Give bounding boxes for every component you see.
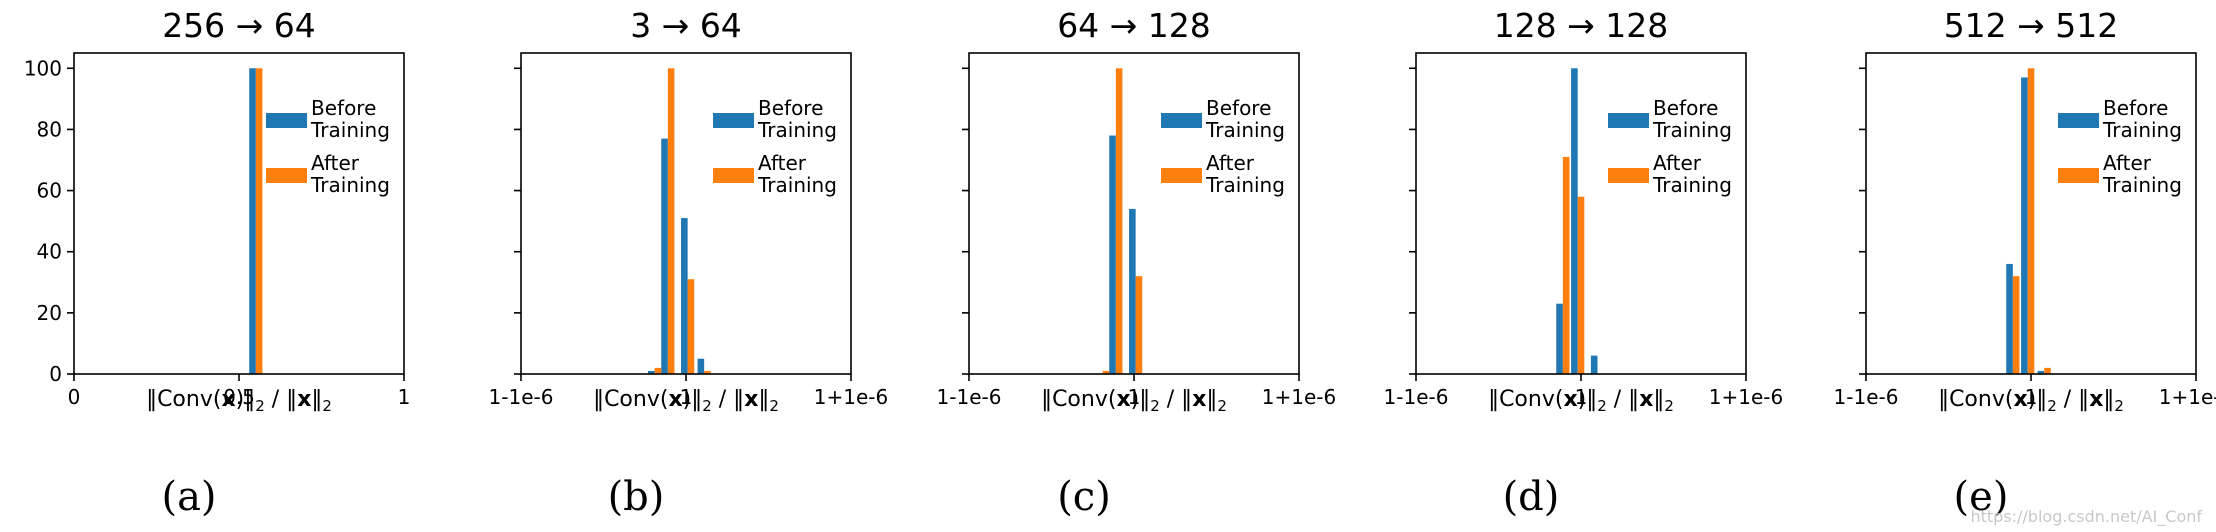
y-tick-label: 40 bbox=[37, 240, 62, 264]
y-tick-label: 0 bbox=[49, 362, 62, 386]
chart-title: 3 → 64 bbox=[630, 6, 742, 45]
bar-after bbox=[2012, 276, 2020, 374]
x-tick-label: 1+1e-6 bbox=[1262, 385, 1336, 409]
x-tick-label: 0 bbox=[68, 385, 81, 409]
bar-before bbox=[249, 68, 256, 375]
x-tick-label: 1+1e-6 bbox=[1709, 385, 1783, 409]
bar-after bbox=[1577, 196, 1585, 374]
x-axis-label: ‖Conv(x)‖2 / ‖x‖2 bbox=[1488, 387, 1674, 415]
legend-label-before: Before Training bbox=[310, 96, 390, 142]
legend-swatch-after bbox=[266, 168, 307, 183]
x-tick-label: 1 bbox=[1575, 385, 1588, 409]
bar-before bbox=[648, 370, 655, 374]
legend-label-before: Before Training bbox=[1652, 96, 1732, 142]
panel-caption: (a) bbox=[161, 474, 216, 520]
x-tick-label: 1 bbox=[680, 385, 693, 409]
y-tick-label: 20 bbox=[37, 301, 62, 325]
legend-swatch-after bbox=[713, 168, 754, 183]
legend-swatch-before bbox=[266, 113, 307, 128]
legend-swatch-before bbox=[1608, 113, 1649, 128]
chart-title: 256 → 64 bbox=[162, 6, 316, 45]
legend-label-after: After Training bbox=[757, 151, 837, 197]
x-axis-label: ‖Conv(x)‖2 / ‖x‖2 bbox=[146, 387, 332, 415]
chart-title: 512 → 512 bbox=[1944, 6, 2119, 45]
bar-after bbox=[1115, 68, 1123, 375]
x-tick-label: 1-1e-6 bbox=[489, 385, 554, 409]
bar-before bbox=[1571, 68, 1578, 375]
bar-before bbox=[1590, 355, 1598, 374]
bar-after bbox=[2027, 68, 2035, 375]
chart-title: 64 → 128 bbox=[1057, 6, 1211, 45]
panel-caption: (c) bbox=[1057, 474, 1111, 520]
legend-label-before: Before Training bbox=[1205, 96, 1285, 142]
y-tick-label: 60 bbox=[37, 179, 62, 203]
x-tick-label: 1-1e-6 bbox=[1384, 385, 1449, 409]
panel-5: 512 → 512 1-1e-6 1 1+1e-6 ‖Conv(x)‖2 / ‖x‖2 B… bbox=[1834, 6, 2216, 520]
bar-after bbox=[1562, 156, 1570, 374]
bar-after bbox=[667, 68, 675, 375]
legend-label-after: After Training bbox=[2102, 151, 2182, 197]
bar-before bbox=[2021, 77, 2028, 374]
legend-label-before: Before Training bbox=[2102, 96, 2182, 142]
legend-label-after: After Training bbox=[1205, 151, 1285, 197]
bar-after bbox=[654, 367, 662, 374]
y-tick-label: 80 bbox=[37, 117, 62, 141]
panel-4: 128 → 128 1-1e-6 1 1+1e-6 ‖Conv(x)‖2 / ‖x‖2 B… bbox=[1384, 6, 1784, 520]
x-tick-label: 1 bbox=[398, 385, 411, 409]
bar-before bbox=[1556, 303, 1563, 374]
legend-label-after: After Training bbox=[310, 151, 390, 197]
x-tick-label: 1 bbox=[1128, 385, 1141, 409]
bar-after bbox=[1102, 370, 1110, 374]
legend-swatch-before bbox=[2058, 113, 2099, 128]
panel-2: 3 → 64 1-1e-6 1 1+1e-6 ‖Conv(x)‖2 / ‖x‖2 Befo… bbox=[489, 6, 889, 520]
panel-caption: (e) bbox=[1954, 474, 2009, 520]
bar-before bbox=[2006, 263, 2013, 374]
panel-3: 64 → 128 1-1e-6 1 1+1e-6 ‖Conv(x)‖2 / ‖x‖2 Be… bbox=[937, 6, 1337, 520]
x-tick-label: 0.5 bbox=[223, 385, 255, 409]
legend-swatch-after bbox=[2058, 168, 2099, 183]
bar-before bbox=[681, 218, 688, 374]
x-axis-label: ‖Conv(x)‖2 / ‖x‖2 bbox=[1041, 387, 1227, 415]
panel-caption: (b) bbox=[608, 474, 665, 520]
bar-before bbox=[697, 358, 705, 374]
bar-before bbox=[1109, 135, 1116, 374]
bar-after bbox=[687, 279, 695, 374]
legend-swatch-before bbox=[713, 113, 754, 128]
x-axis-label: ‖Conv(x)‖2 / ‖x‖2 bbox=[1938, 387, 2124, 415]
legend-swatch-after bbox=[1161, 168, 1202, 183]
chart-title: 128 → 128 bbox=[1494, 6, 1669, 45]
x-tick-label: 1 bbox=[2025, 385, 2038, 409]
y-tick-label: 100 bbox=[24, 56, 62, 80]
x-tick-label: 1-1e-6 bbox=[937, 385, 1002, 409]
panel-1: 256 → 64 0 20 40 60 80 100 0 0.5 1 ‖Conv(x)‖2 / ‖x… bbox=[24, 6, 411, 520]
bar-after bbox=[255, 68, 263, 375]
x-tick-label: 1+1e-6 bbox=[814, 385, 888, 409]
legend-swatch-after bbox=[1608, 168, 1649, 183]
legend-label-after: After Training bbox=[1652, 151, 1732, 197]
bar-after bbox=[2044, 367, 2051, 374]
bar-after bbox=[704, 370, 711, 374]
x-axis-label: ‖Conv(x)‖2 / ‖x‖2 bbox=[593, 387, 779, 415]
bar-before bbox=[661, 138, 668, 374]
legend-label-before: Before Training bbox=[757, 96, 837, 142]
x-tick-label: 1-1e-6 bbox=[1834, 385, 1899, 409]
bar-before bbox=[2037, 370, 2045, 374]
legend-swatch-before bbox=[1161, 113, 1202, 128]
x-tick-label: 1+1e-6 bbox=[2159, 385, 2216, 409]
bar-after bbox=[1135, 276, 1143, 374]
panel-caption: (d) bbox=[1503, 474, 1560, 520]
bar-before bbox=[1129, 208, 1136, 374]
watermark: https://blog.csdn.net/AI_Conf bbox=[1970, 507, 2202, 526]
